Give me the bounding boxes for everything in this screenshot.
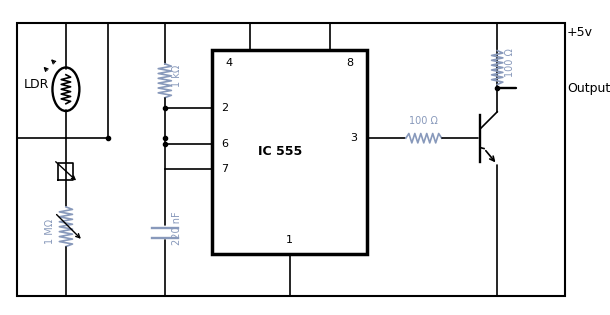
Text: Output: Output	[567, 82, 610, 95]
Text: 1: 1	[286, 235, 293, 245]
Text: +5v: +5v	[567, 26, 593, 39]
Bar	[212, 50, 367, 254]
Text: 100 Ω: 100 Ω	[409, 116, 438, 126]
Text: 4: 4	[225, 58, 232, 68]
Text: 7: 7	[221, 164, 229, 174]
Text: IC 555: IC 555	[258, 145, 303, 158]
Text: 3: 3	[351, 133, 357, 143]
Text: 8: 8	[346, 58, 354, 68]
Text: 1 MΩ: 1 MΩ	[45, 219, 55, 244]
Text: 1 kΩ: 1 kΩ	[173, 65, 182, 87]
Text: 220 nF: 220 nF	[173, 211, 182, 245]
Text: LDR: LDR	[24, 78, 49, 91]
Text: 100 Ω: 100 Ω	[504, 49, 515, 77]
Text: 6: 6	[221, 139, 229, 149]
Text: 2: 2	[221, 103, 229, 113]
